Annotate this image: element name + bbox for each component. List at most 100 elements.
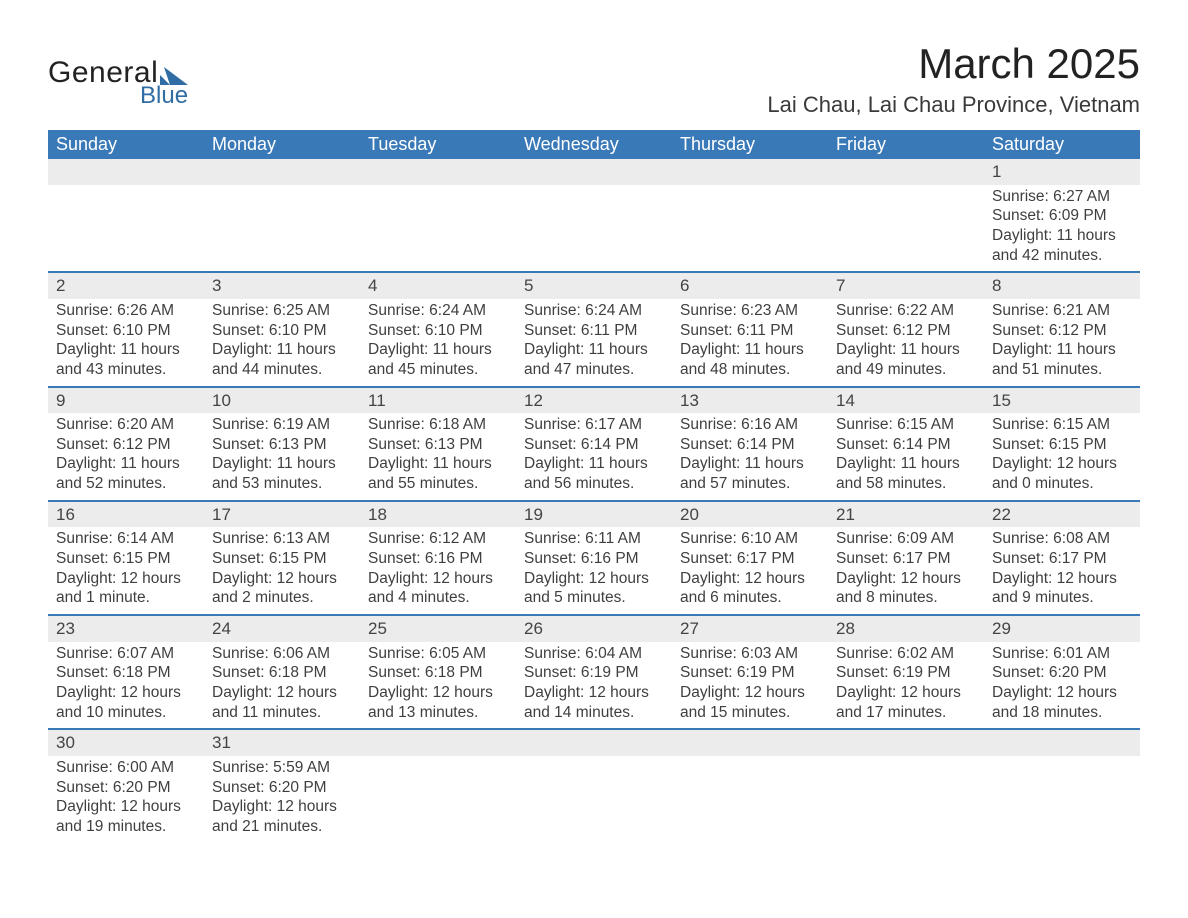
day-number: 20 — [672, 501, 828, 528]
day-cell: Sunrise: 6:15 AMSunset: 6:15 PMDaylight:… — [984, 413, 1140, 501]
weekday-mon: Monday — [204, 130, 360, 159]
day-number: 12 — [516, 387, 672, 414]
day-number: 25 — [360, 615, 516, 642]
sunrise-text: Sunrise: 6:00 AM — [56, 758, 196, 778]
dl1-text: Daylight: 11 hours — [992, 226, 1132, 246]
day-cell: Sunrise: 6:13 AMSunset: 6:15 PMDaylight:… — [204, 527, 360, 615]
day-number: 6 — [672, 272, 828, 299]
dl1-text: Daylight: 12 hours — [836, 569, 976, 589]
day-number: 13 — [672, 387, 828, 414]
dl1-text: Daylight: 12 hours — [524, 569, 664, 589]
dl1-text: Daylight: 11 hours — [680, 454, 820, 474]
sunrise-text: Sunrise: 6:22 AM — [836, 301, 976, 321]
dl1-text: Daylight: 12 hours — [368, 569, 508, 589]
sunset-text: Sunset: 6:12 PM — [836, 321, 976, 341]
dl2-text: and 19 minutes. — [56, 817, 196, 837]
sunset-text: Sunset: 6:11 PM — [524, 321, 664, 341]
sunset-text: Sunset: 6:13 PM — [368, 435, 508, 455]
dl2-text: and 1 minute. — [56, 588, 196, 608]
day-cell: Sunrise: 6:09 AMSunset: 6:17 PMDaylight:… — [828, 527, 984, 615]
dl1-text: Daylight: 11 hours — [56, 454, 196, 474]
sunrise-text: Sunrise: 5:59 AM — [212, 758, 352, 778]
day-number: 17 — [204, 501, 360, 528]
dl2-text: and 11 minutes. — [212, 703, 352, 723]
day-number: 4 — [360, 272, 516, 299]
content-row: Sunrise: 6:00 AMSunset: 6:20 PMDaylight:… — [48, 756, 1140, 843]
sunset-text: Sunset: 6:17 PM — [680, 549, 820, 569]
dl2-text: and 58 minutes. — [836, 474, 976, 494]
sunset-text: Sunset: 6:18 PM — [368, 663, 508, 683]
dl1-text: Daylight: 12 hours — [524, 683, 664, 703]
day-cell: Sunrise: 6:21 AMSunset: 6:12 PMDaylight:… — [984, 299, 1140, 387]
day-number: 1 — [984, 159, 1140, 185]
sunset-text: Sunset: 6:10 PM — [368, 321, 508, 341]
sunrise-text: Sunrise: 6:11 AM — [524, 529, 664, 549]
dl2-text: and 57 minutes. — [680, 474, 820, 494]
day-cell — [828, 756, 984, 843]
sunrise-text: Sunrise: 6:09 AM — [836, 529, 976, 549]
day-number — [672, 729, 828, 756]
dl2-text: and 44 minutes. — [212, 360, 352, 380]
sunset-text: Sunset: 6:20 PM — [56, 778, 196, 798]
dl1-text: Daylight: 12 hours — [56, 569, 196, 589]
day-cell: Sunrise: 6:20 AMSunset: 6:12 PMDaylight:… — [48, 413, 204, 501]
sunrise-text: Sunrise: 6:10 AM — [680, 529, 820, 549]
dl2-text: and 21 minutes. — [212, 817, 352, 837]
sunset-text: Sunset: 6:12 PM — [56, 435, 196, 455]
sunrise-text: Sunrise: 6:23 AM — [680, 301, 820, 321]
day-cell: Sunrise: 5:59 AMSunset: 6:20 PMDaylight:… — [204, 756, 360, 843]
content-row: Sunrise: 6:14 AMSunset: 6:15 PMDaylight:… — [48, 527, 1140, 615]
day-cell: Sunrise: 6:11 AMSunset: 6:16 PMDaylight:… — [516, 527, 672, 615]
dl1-text: Daylight: 12 hours — [992, 454, 1132, 474]
dl2-text: and 56 minutes. — [524, 474, 664, 494]
dl1-text: Daylight: 11 hours — [680, 340, 820, 360]
day-cell: Sunrise: 6:06 AMSunset: 6:18 PMDaylight:… — [204, 642, 360, 730]
sunset-text: Sunset: 6:10 PM — [212, 321, 352, 341]
dl1-text: Daylight: 12 hours — [680, 569, 820, 589]
dl1-text: Daylight: 11 hours — [368, 340, 508, 360]
sunset-text: Sunset: 6:18 PM — [56, 663, 196, 683]
sunrise-text: Sunrise: 6:20 AM — [56, 415, 196, 435]
day-cell: Sunrise: 6:27 AMSunset: 6:09 PMDaylight:… — [984, 185, 1140, 273]
logo: General Blue — [48, 56, 188, 110]
dl2-text: and 18 minutes. — [992, 703, 1132, 723]
sunrise-text: Sunrise: 6:26 AM — [56, 301, 196, 321]
logo-word2: Blue — [140, 82, 188, 110]
content-row: Sunrise: 6:27 AMSunset: 6:09 PMDaylight:… — [48, 185, 1140, 273]
weekday-tue: Tuesday — [360, 130, 516, 159]
dl1-text: Daylight: 12 hours — [212, 569, 352, 589]
sunrise-text: Sunrise: 6:16 AM — [680, 415, 820, 435]
sunrise-text: Sunrise: 6:13 AM — [212, 529, 352, 549]
sunset-text: Sunset: 6:20 PM — [212, 778, 352, 798]
weekday-wed: Wednesday — [516, 130, 672, 159]
sunset-text: Sunset: 6:11 PM — [680, 321, 820, 341]
dl1-text: Daylight: 12 hours — [680, 683, 820, 703]
dl2-text: and 14 minutes. — [524, 703, 664, 723]
day-number: 26 — [516, 615, 672, 642]
month-title: March 2025 — [767, 40, 1140, 88]
content-row: Sunrise: 6:07 AMSunset: 6:18 PMDaylight:… — [48, 642, 1140, 730]
day-number: 31 — [204, 729, 360, 756]
sunrise-text: Sunrise: 6:19 AM — [212, 415, 352, 435]
day-cell: Sunrise: 6:24 AMSunset: 6:11 PMDaylight:… — [516, 299, 672, 387]
day-number: 29 — [984, 615, 1140, 642]
dl2-text: and 0 minutes. — [992, 474, 1132, 494]
sunrise-text: Sunrise: 6:15 AM — [992, 415, 1132, 435]
dl2-text: and 52 minutes. — [56, 474, 196, 494]
dl2-text: and 53 minutes. — [212, 474, 352, 494]
day-number: 23 — [48, 615, 204, 642]
dl2-text: and 45 minutes. — [368, 360, 508, 380]
day-cell: Sunrise: 6:07 AMSunset: 6:18 PMDaylight:… — [48, 642, 204, 730]
day-cell: Sunrise: 6:17 AMSunset: 6:14 PMDaylight:… — [516, 413, 672, 501]
dl1-text: Daylight: 12 hours — [56, 797, 196, 817]
sunrise-text: Sunrise: 6:21 AM — [992, 301, 1132, 321]
dl1-text: Daylight: 12 hours — [992, 683, 1132, 703]
daynum-row: 2345678 — [48, 272, 1140, 299]
daynum-row: 16171819202122 — [48, 501, 1140, 528]
day-cell: Sunrise: 6:08 AMSunset: 6:17 PMDaylight:… — [984, 527, 1140, 615]
sunset-text: Sunset: 6:15 PM — [992, 435, 1132, 455]
day-number — [828, 729, 984, 756]
dl1-text: Daylight: 11 hours — [212, 454, 352, 474]
day-number: 5 — [516, 272, 672, 299]
sunset-text: Sunset: 6:13 PM — [212, 435, 352, 455]
